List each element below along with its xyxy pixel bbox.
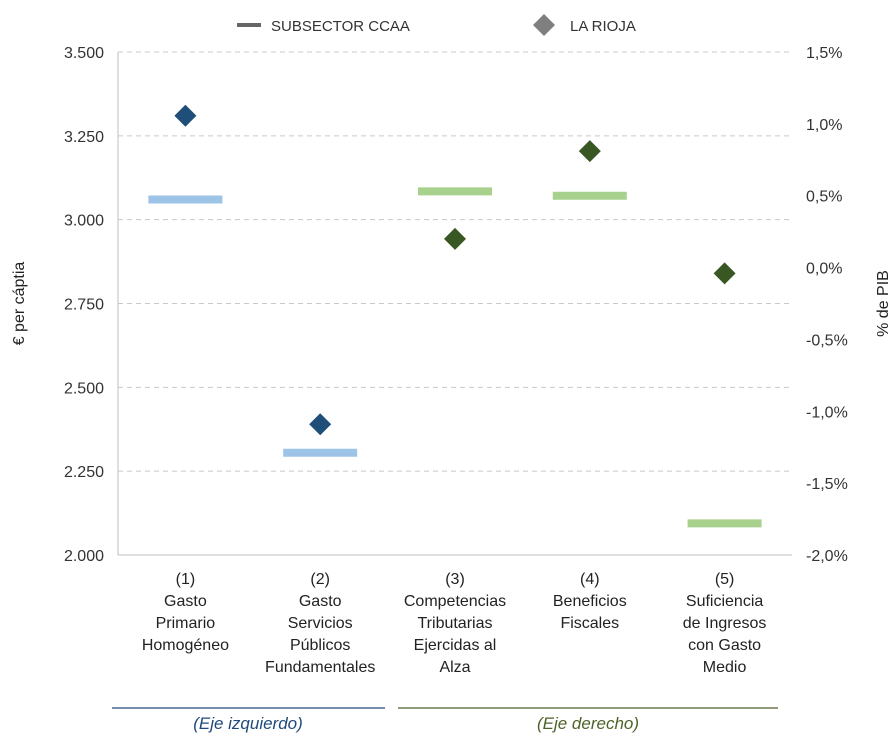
y-right-axis-title: % de PIB: [875, 270, 892, 337]
category-label: (2): [310, 571, 330, 588]
category-label: Fundamentales: [265, 659, 375, 676]
category-label: de Ingresos: [683, 615, 767, 632]
category-label: Públicos: [290, 637, 350, 654]
y-left-tick-label: 3.000: [64, 213, 104, 230]
y-right-tick-label: -2,0%: [806, 548, 848, 565]
legend: SUBSECTOR CCAA LA RIOJA: [237, 14, 636, 36]
category-labels: (1) Gasto Primario Homogéneo (2) Gasto Servici…: [142, 571, 767, 676]
category-label: Homogéneo: [142, 637, 229, 654]
y-right-tick-label: -0,5%: [806, 332, 848, 349]
y-left-tick-label: 2.500: [64, 380, 104, 397]
legend-label: LA RIOJA: [570, 18, 636, 35]
grid: [118, 51, 792, 472]
category-label: Gasto: [164, 593, 207, 610]
legend-diamond-marker: [533, 14, 555, 36]
la-rioja-mark: [309, 413, 332, 436]
axis-groups: (Eje izquierdo) (Eje derecho): [112, 707, 778, 733]
category-label: Tributarias: [418, 615, 493, 632]
category-label: Competencias: [404, 593, 506, 610]
category-label: Alza: [439, 659, 470, 676]
category-label: Suficiencia: [686, 593, 763, 610]
la-rioja-mark: [578, 140, 601, 163]
legend-label: SUBSECTOR CCAA: [271, 18, 410, 35]
y-left-tick-label: 2.750: [64, 297, 104, 314]
la-rioja-mark: [444, 227, 466, 250]
la-rioja-mark: [174, 104, 197, 127]
category-label: Ejercidas al: [414, 637, 497, 654]
y-left-tick-label: 2.000: [64, 548, 104, 565]
y-left-tick-label: 2.250: [64, 464, 104, 481]
category-label: con Gasto: [688, 637, 761, 654]
category-label: Primario: [156, 615, 216, 632]
la-rioja-mark: [713, 262, 736, 285]
category-label: (3): [445, 571, 465, 588]
axes: 2.000 2.250 2.500 2.750 3.000 3.250 3.500 -2,0%…: [11, 45, 892, 565]
category-label: Beneficios: [553, 593, 627, 610]
category-label: Servicios: [288, 615, 353, 632]
y-right-tick-label: -1,5%: [806, 476, 848, 493]
y-right-tick-label: -1,0%: [806, 404, 848, 421]
y-right-tick-label: 0,5%: [806, 189, 842, 206]
category-label: (1): [176, 571, 196, 588]
category-label: Fiscales: [560, 615, 619, 632]
category-label: (4): [580, 571, 600, 588]
y-right-tick-label: 0,0%: [806, 261, 842, 278]
group-label: (Eje izquierdo): [193, 714, 303, 733]
y-left-tick-label: 3.250: [64, 129, 104, 146]
y-right-tick-label: 1,0%: [806, 117, 842, 134]
category-label: Medio: [703, 659, 747, 676]
marks: [148, 104, 762, 528]
category-label: Gasto: [299, 593, 342, 610]
group-label: (Eje derecho): [537, 714, 639, 733]
y-left-axis-title: € per cáptia: [11, 262, 28, 346]
category-label: (5): [715, 571, 735, 588]
y-right-tick-label: 1,5%: [806, 45, 842, 62]
y-left-tick-label: 3.500: [64, 45, 104, 62]
